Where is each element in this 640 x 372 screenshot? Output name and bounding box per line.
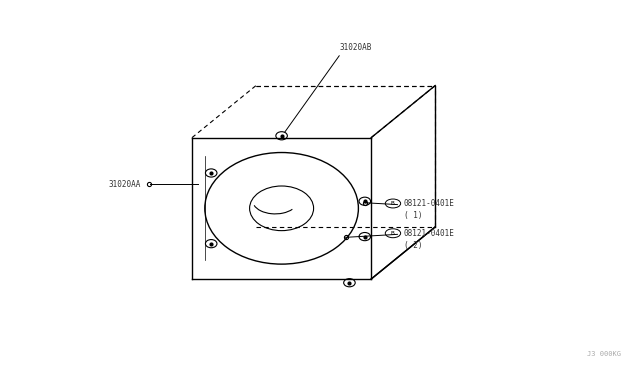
Text: B: B: [390, 231, 394, 236]
Text: ( 1): ( 1): [404, 211, 422, 220]
Text: ( 2): ( 2): [404, 241, 422, 250]
Text: J3 000KG: J3 000KG: [587, 351, 621, 357]
Text: 08121-0401E: 08121-0401E: [404, 199, 454, 208]
Text: 31020AA: 31020AA: [109, 180, 141, 189]
Text: 08121-0401E: 08121-0401E: [404, 229, 454, 238]
Text: 31020AB: 31020AB: [339, 43, 372, 52]
Text: B: B: [390, 201, 394, 206]
